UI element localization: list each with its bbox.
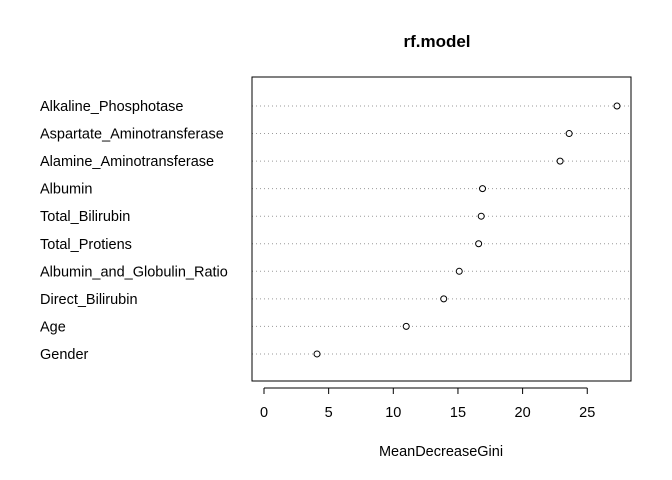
category-label: Gender	[40, 347, 89, 363]
data-point	[477, 212, 485, 220]
data-point	[475, 240, 483, 248]
category-label: Age	[40, 319, 66, 335]
plot-frame	[251, 76, 632, 382]
data-point	[613, 102, 621, 110]
data-points	[313, 102, 621, 358]
data-point	[565, 130, 573, 138]
x-tick-label: 5	[325, 405, 333, 421]
category-label: Alkaline_Phosphotase	[40, 99, 184, 115]
x-tick-label: 15	[450, 405, 466, 421]
category-label: Direct_Bilirubin	[40, 292, 138, 308]
data-point	[402, 322, 410, 330]
category-label: Total_Bilirubin	[40, 209, 130, 225]
data-point	[440, 295, 448, 303]
category-label: Aspartate_Aminotransferase	[40, 127, 224, 143]
data-point	[556, 157, 564, 165]
chart-title: rf.model	[403, 32, 470, 51]
data-point	[313, 350, 321, 358]
x-axis-label: MeanDecreaseGini	[379, 444, 503, 460]
category-label: Albumin_and_Globulin_Ratio	[40, 264, 228, 280]
category-label: Total_Protiens	[40, 237, 132, 253]
x-tick-label: 20	[515, 405, 531, 421]
x-tick-label: 25	[579, 405, 595, 421]
x-tick-label: 0	[260, 405, 268, 421]
category-label: Alamine_Aminotransferase	[40, 154, 214, 170]
x-axis: 0 5 10 15 20 25	[260, 387, 595, 421]
data-point	[479, 185, 487, 193]
data-point	[455, 267, 463, 275]
x-tick-label: 10	[385, 405, 401, 421]
category-label: Albumin	[40, 182, 92, 198]
category-labels: Alkaline_Phosphotase Aspartate_Aminotrans…	[40, 99, 228, 363]
grid-lines	[252, 105, 631, 355]
